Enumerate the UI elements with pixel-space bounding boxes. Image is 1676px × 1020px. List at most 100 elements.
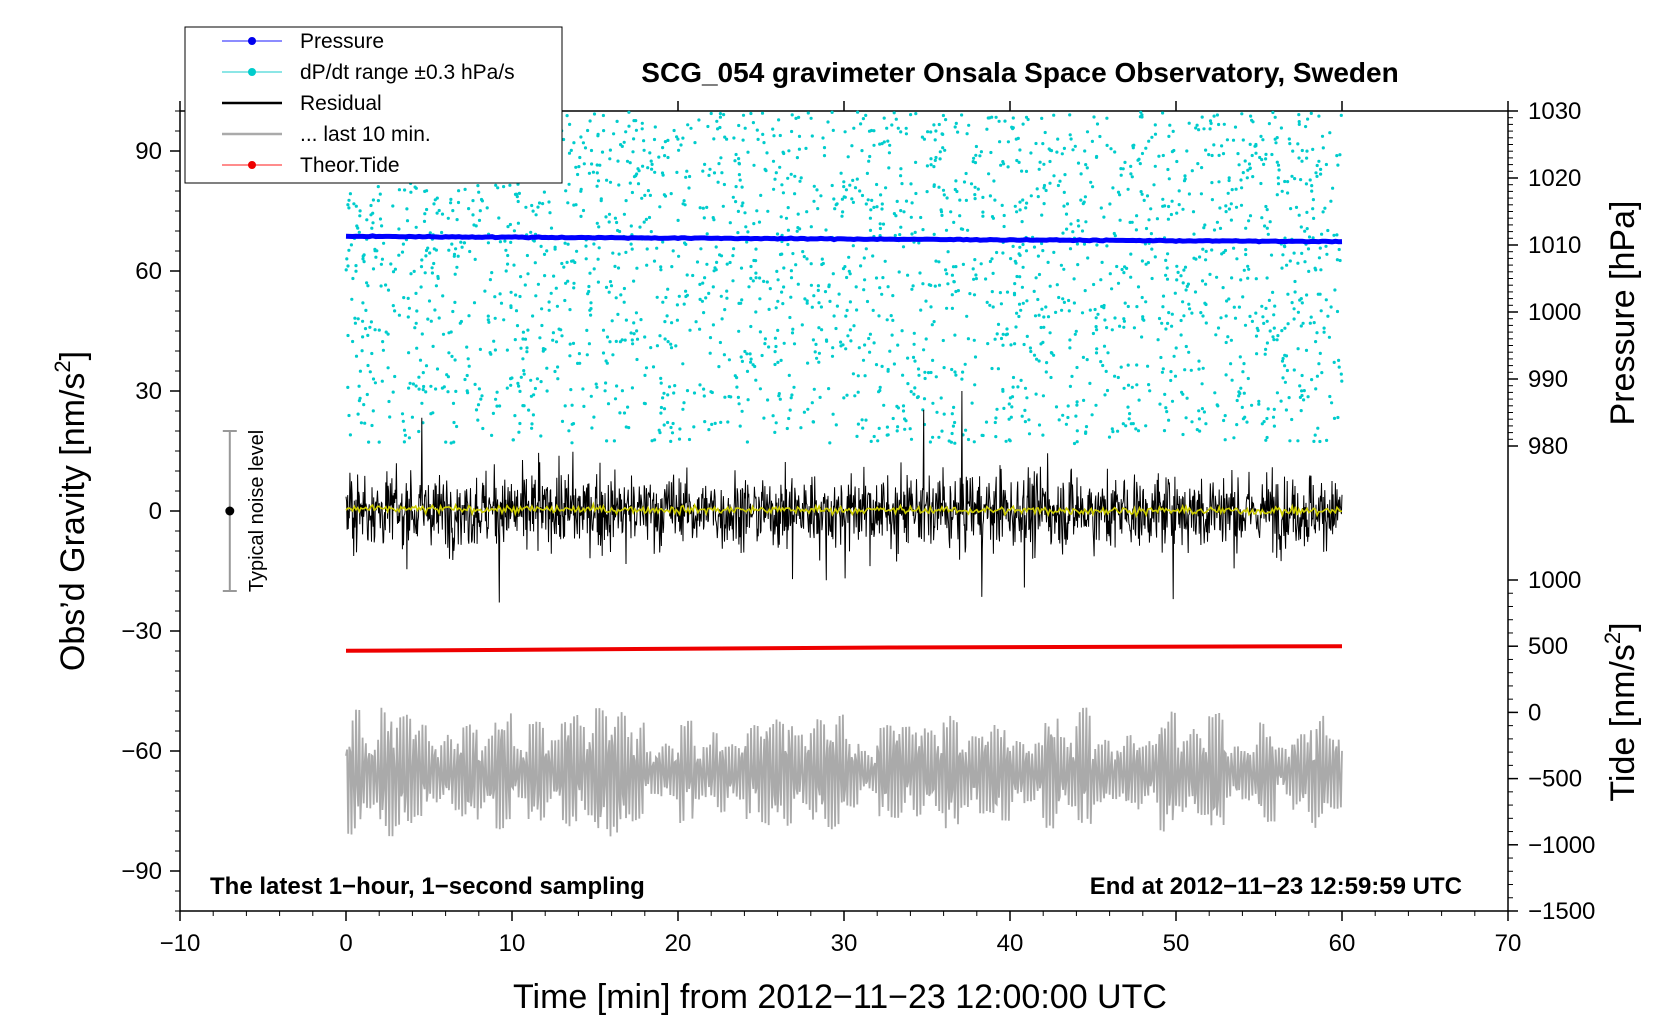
dpdt-point xyxy=(964,428,968,432)
dpdt-point xyxy=(1265,416,1269,421)
dpdt-point xyxy=(532,393,536,397)
dpdt-point xyxy=(1257,399,1261,403)
dpdt-point xyxy=(451,401,456,405)
dpdt-point xyxy=(878,286,882,290)
dpdt-point xyxy=(1118,193,1122,197)
dpdt-point xyxy=(842,180,846,184)
dpdt-point xyxy=(991,216,996,220)
dpdt-point xyxy=(605,439,609,443)
dpdt-point xyxy=(1293,290,1297,294)
dpdt-point xyxy=(972,156,976,160)
dpdt-point xyxy=(1071,230,1075,234)
dpdt-point xyxy=(1166,217,1170,221)
dpdt-point xyxy=(487,320,491,324)
dpdt-point xyxy=(984,277,988,281)
dpdt-point xyxy=(688,328,692,332)
dpdt-point xyxy=(877,426,881,430)
dpdt-point xyxy=(1006,140,1011,144)
dpdt-point xyxy=(743,349,747,354)
y-tick-label: 90 xyxy=(135,138,162,165)
dpdt-point xyxy=(354,264,358,268)
dpdt-point xyxy=(1085,130,1090,134)
dpdt-point xyxy=(567,429,571,433)
dpdt-point xyxy=(566,201,570,205)
dpdt-point xyxy=(1296,347,1300,351)
dpdt-point xyxy=(1265,341,1269,345)
dpdt-point xyxy=(1251,175,1255,179)
dpdt-point xyxy=(924,299,928,303)
dpdt-point xyxy=(1241,138,1245,142)
dpdt-point xyxy=(831,272,835,276)
dpdt-point xyxy=(365,392,369,397)
dpdt-point xyxy=(1229,218,1233,222)
dpdt-point xyxy=(899,167,903,171)
dpdt-point xyxy=(1052,113,1056,117)
dpdt-point xyxy=(642,220,646,224)
dpdt-point xyxy=(1161,305,1165,309)
dpdt-point xyxy=(517,430,521,434)
dpdt-point xyxy=(939,210,944,214)
dpdt-point xyxy=(1073,332,1077,336)
dpdt-point xyxy=(347,248,351,252)
dpdt-point xyxy=(1056,137,1060,141)
dpdt-point xyxy=(560,334,564,338)
dpdt-point xyxy=(669,342,673,346)
dpdt-point xyxy=(844,188,849,192)
dpdt-point xyxy=(952,220,956,224)
dpdt-point xyxy=(437,316,441,320)
dpdt-point xyxy=(435,211,439,215)
dpdt-point xyxy=(563,298,567,303)
dpdt-point xyxy=(460,245,464,249)
dpdt-point xyxy=(541,349,545,353)
dpdt-point xyxy=(901,373,905,377)
dpdt-point xyxy=(795,229,799,233)
dpdt-point xyxy=(1090,139,1094,143)
dpdt-point xyxy=(1245,176,1249,180)
dpdt-point xyxy=(1241,295,1245,299)
dpdt-point xyxy=(662,407,667,411)
dpdt-point xyxy=(695,260,700,264)
dpdt-point xyxy=(929,130,933,134)
dpdt-point xyxy=(1231,138,1236,142)
dpdt-point xyxy=(1225,138,1229,142)
dpdt-point xyxy=(853,186,858,190)
dpdt-point xyxy=(1202,226,1206,230)
dpdt-point xyxy=(962,180,967,184)
dpdt-point xyxy=(894,117,898,121)
dpdt-point xyxy=(929,305,933,309)
dpdt-point xyxy=(1076,219,1080,223)
dpdt-point xyxy=(1187,192,1191,196)
dpdt-point xyxy=(424,390,428,394)
dpdt-point xyxy=(988,259,993,264)
dpdt-point xyxy=(1195,428,1199,432)
dpdt-point xyxy=(712,171,717,175)
dpdt-point xyxy=(539,434,543,438)
dpdt-point xyxy=(1116,281,1121,285)
dpdt-point xyxy=(1026,117,1030,122)
dpdt-point xyxy=(1234,205,1239,209)
dpdt-point xyxy=(805,257,809,261)
dpdt-point xyxy=(662,193,667,197)
dpdt-point xyxy=(799,426,803,430)
dpdt-point xyxy=(387,399,391,404)
dpdt-point xyxy=(945,272,949,276)
tide-tick-label: −1500 xyxy=(1528,898,1595,925)
dpdt-point xyxy=(1297,113,1301,117)
dpdt-point xyxy=(565,114,569,118)
dpdt-point xyxy=(1061,297,1065,301)
dpdt-point xyxy=(797,147,802,151)
dpdt-point xyxy=(1017,314,1021,319)
dpdt-point xyxy=(1322,330,1326,334)
dpdt-point xyxy=(420,332,424,336)
dpdt-point xyxy=(592,415,596,419)
dpdt-point xyxy=(1122,317,1126,321)
dpdt-point xyxy=(564,281,568,285)
dpdt-point xyxy=(792,385,796,389)
dpdt-point xyxy=(509,305,513,310)
dpdt-point xyxy=(1025,299,1029,303)
dpdt-point xyxy=(974,273,978,277)
dpdt-point xyxy=(866,198,870,202)
dpdt-point xyxy=(587,171,592,175)
dpdt-point xyxy=(1273,304,1277,308)
